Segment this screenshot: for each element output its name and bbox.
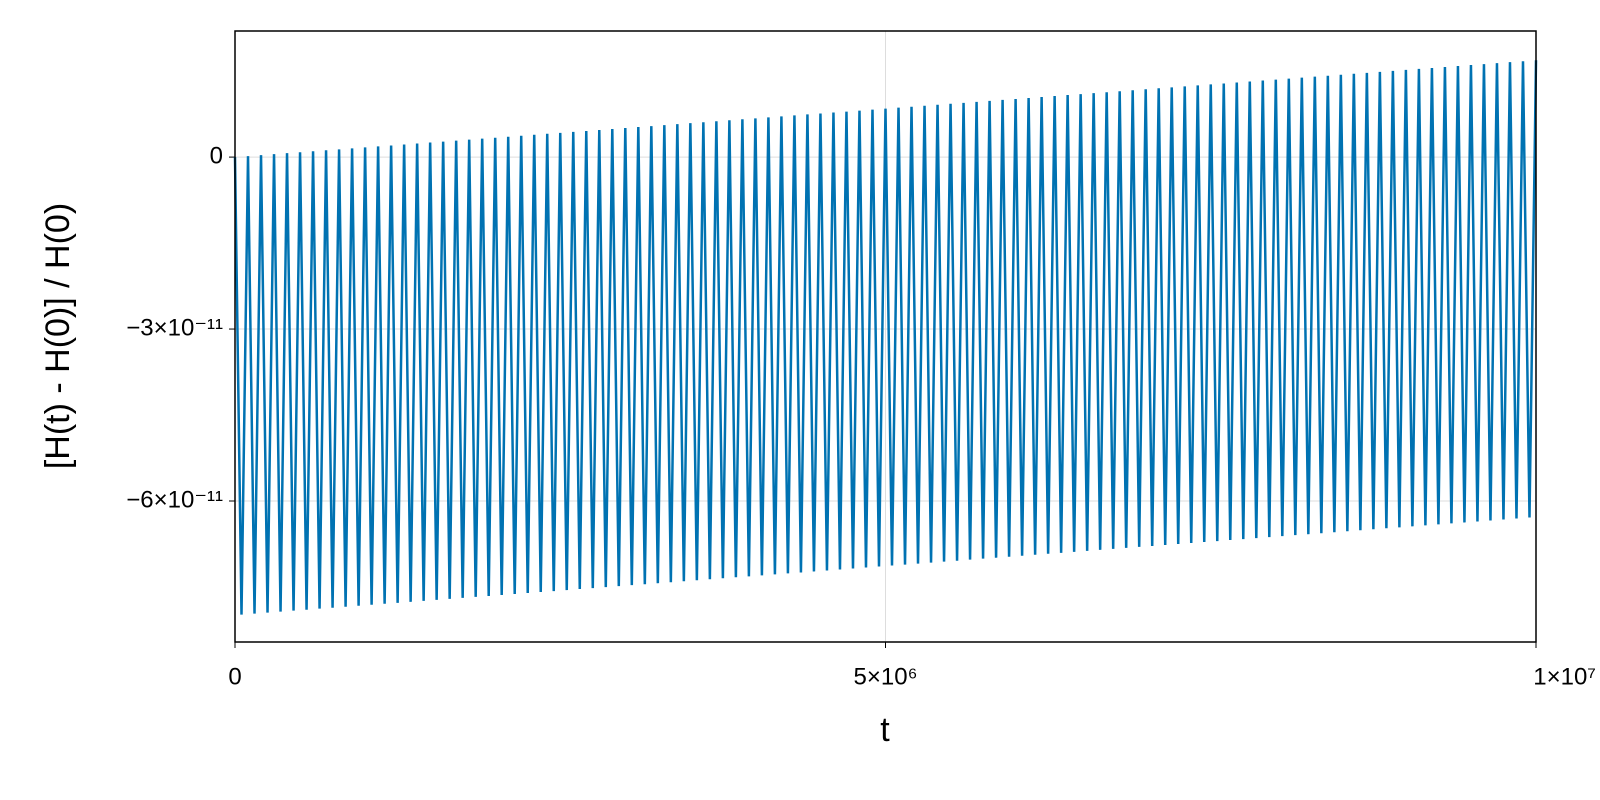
x-tick-label: 1×10⁷ xyxy=(1533,663,1596,690)
x-axis-label: t xyxy=(880,711,890,749)
y-tick-label: 0 xyxy=(210,142,223,169)
y-tick-label: −6×10⁻¹¹ xyxy=(126,486,223,513)
x-tick-label: 0 xyxy=(228,663,241,690)
x-tick-label: 5×10⁶ xyxy=(854,663,918,690)
data-line xyxy=(233,60,1538,615)
y-axis-label: [H(t) - H(0)] / H(0) xyxy=(39,203,77,469)
plot-frame xyxy=(234,30,1537,643)
y-tick-label: −3×10⁻¹¹ xyxy=(126,314,223,341)
